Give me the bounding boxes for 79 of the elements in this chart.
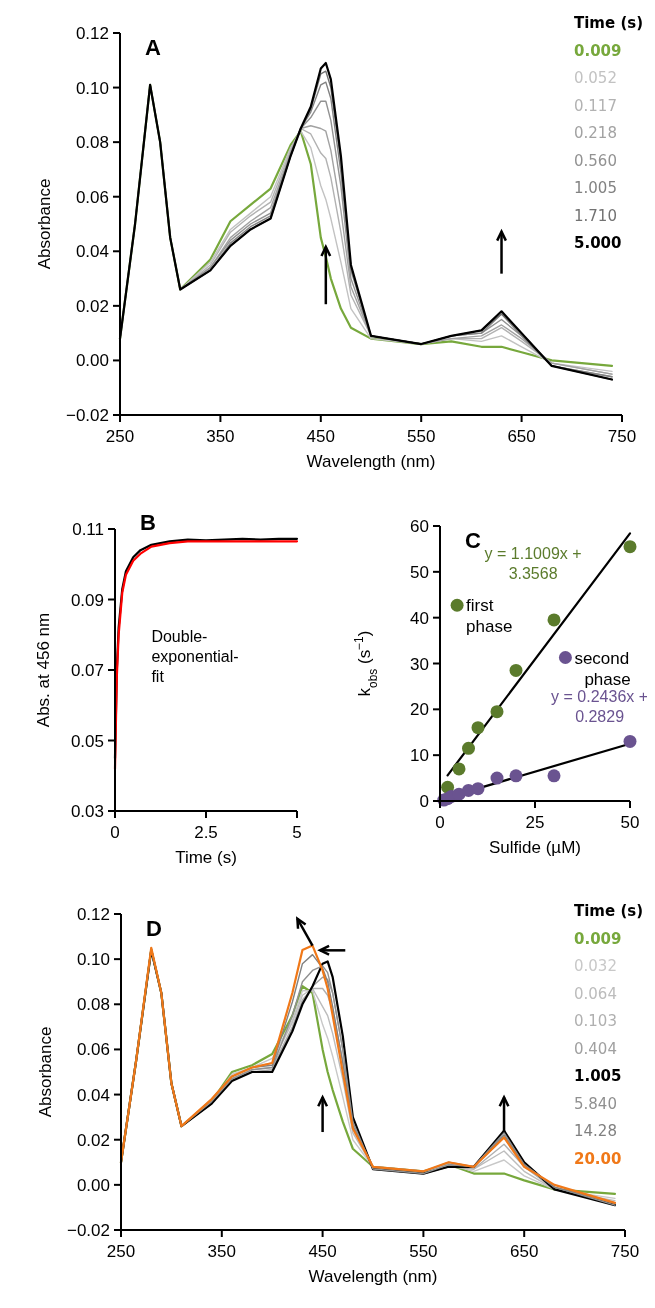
text: 0.117 xyxy=(574,96,617,115)
y-tick-label: 0.04 xyxy=(76,1085,110,1105)
x-tick-label: 250 xyxy=(105,427,135,446)
x-tick-label: 5 xyxy=(292,823,302,842)
x-tick-label: 0 xyxy=(435,813,445,832)
chart-title: A xyxy=(145,35,161,60)
text: 0.218 xyxy=(574,124,617,142)
legend-title: Time (s) xyxy=(574,14,644,32)
x-tick-label: 25 xyxy=(525,813,545,832)
x-tick-label: 650 xyxy=(510,1242,539,1261)
y-axis-title: Abs. at 456 nm xyxy=(34,612,53,728)
x-tick-label: 750 xyxy=(610,1242,640,1261)
text: 5.840 xyxy=(574,1094,617,1113)
y-tick-label: 0.02 xyxy=(75,296,109,316)
x-tick-label: 550 xyxy=(407,427,436,446)
text: 0.404 xyxy=(574,1039,617,1058)
x-axis-title: Wavelength (nm) xyxy=(306,452,436,471)
chart-title: C xyxy=(465,528,481,553)
y-tick-label: 0.12 xyxy=(75,24,109,43)
y-tick-label: 0.09 xyxy=(70,590,104,610)
text: 5.000 xyxy=(574,234,622,252)
y-tick-label: 0.07 xyxy=(70,661,104,680)
y-tick-label: 0.06 xyxy=(76,1040,110,1060)
text: 0.560 xyxy=(574,151,617,170)
y-tick-label: 60 xyxy=(410,517,429,536)
legend-title: Time (s) xyxy=(574,902,644,920)
text: 0.009 xyxy=(574,41,622,60)
series-label: 20.00 xyxy=(574,1149,622,1168)
chart-title: D xyxy=(146,916,162,941)
x-tick-label: 350 xyxy=(206,427,235,446)
x-axis-title: Sulfide (µM) xyxy=(489,838,581,857)
chart-title: B xyxy=(140,510,156,535)
x-tick-label: 650 xyxy=(507,427,536,446)
x-tick-label: 450 xyxy=(308,1242,337,1261)
y-tick-label: 0.10 xyxy=(75,78,109,98)
y-tick-label: −0.02 xyxy=(65,406,109,425)
y-tick-label: 30 xyxy=(410,654,429,674)
y-tick-label: 0.03 xyxy=(70,802,104,821)
y-tick-label: 10 xyxy=(410,746,429,766)
y-tick-label: 0.00 xyxy=(76,1175,110,1195)
x-axis-title: Wavelength (nm) xyxy=(308,1267,438,1286)
x-tick-label: 50 xyxy=(620,813,640,832)
annotation: y = 1.1009x + 3.3568 xyxy=(484,545,582,582)
x-tick-label: 550 xyxy=(409,1242,438,1261)
y-tick-label: 0.02 xyxy=(76,1130,110,1150)
y-axis-title: Absorbance xyxy=(36,1026,55,1118)
annotation: y = 0.2436x + 0.2829 xyxy=(551,688,649,725)
x-tick-label: 750 xyxy=(607,427,637,446)
text: 0.103 xyxy=(574,1012,617,1030)
y-tick-label: −0.02 xyxy=(66,1221,110,1240)
x-tick-label: 350 xyxy=(207,1242,236,1261)
y-tick-label: 0.04 xyxy=(75,242,109,262)
y-tick-label: 0.12 xyxy=(76,905,110,924)
text: 0.052 xyxy=(574,69,617,87)
text: 14.28 xyxy=(574,1122,617,1140)
y-tick-label: 0.06 xyxy=(75,187,109,207)
x-tick-label: 2.5 xyxy=(194,823,218,842)
y-tick-label: 0.08 xyxy=(76,995,110,1015)
text: 1.710 xyxy=(574,206,617,225)
y-tick-label: 0.08 xyxy=(75,133,109,153)
x-axis-title: Time (s) xyxy=(175,848,237,867)
y-tick-label: 0 xyxy=(419,792,429,811)
annotation: Double-exponential-fit xyxy=(151,627,239,685)
text: 1.005 xyxy=(574,1067,622,1085)
y-axis-title: Absorbance xyxy=(35,178,54,270)
legend-label: first phase xyxy=(466,596,513,637)
text: 1.005 xyxy=(574,179,617,197)
x-tick-label: 250 xyxy=(106,1242,136,1261)
y-tick-label: 0.11 xyxy=(72,520,104,539)
legend-label: second phase xyxy=(574,648,631,689)
y-tick-label: 50 xyxy=(410,562,429,582)
y-tick-label: 0.10 xyxy=(76,950,110,970)
text: 0.009 xyxy=(574,929,622,948)
x-tick-label: 450 xyxy=(306,427,335,446)
y-tick-label: 40 xyxy=(410,608,429,628)
y-tick-label: 0.00 xyxy=(75,351,109,371)
y-tick-label: 0.05 xyxy=(70,731,104,751)
y-tick-label: 20 xyxy=(410,700,429,720)
text: 0.064 xyxy=(574,984,617,1003)
